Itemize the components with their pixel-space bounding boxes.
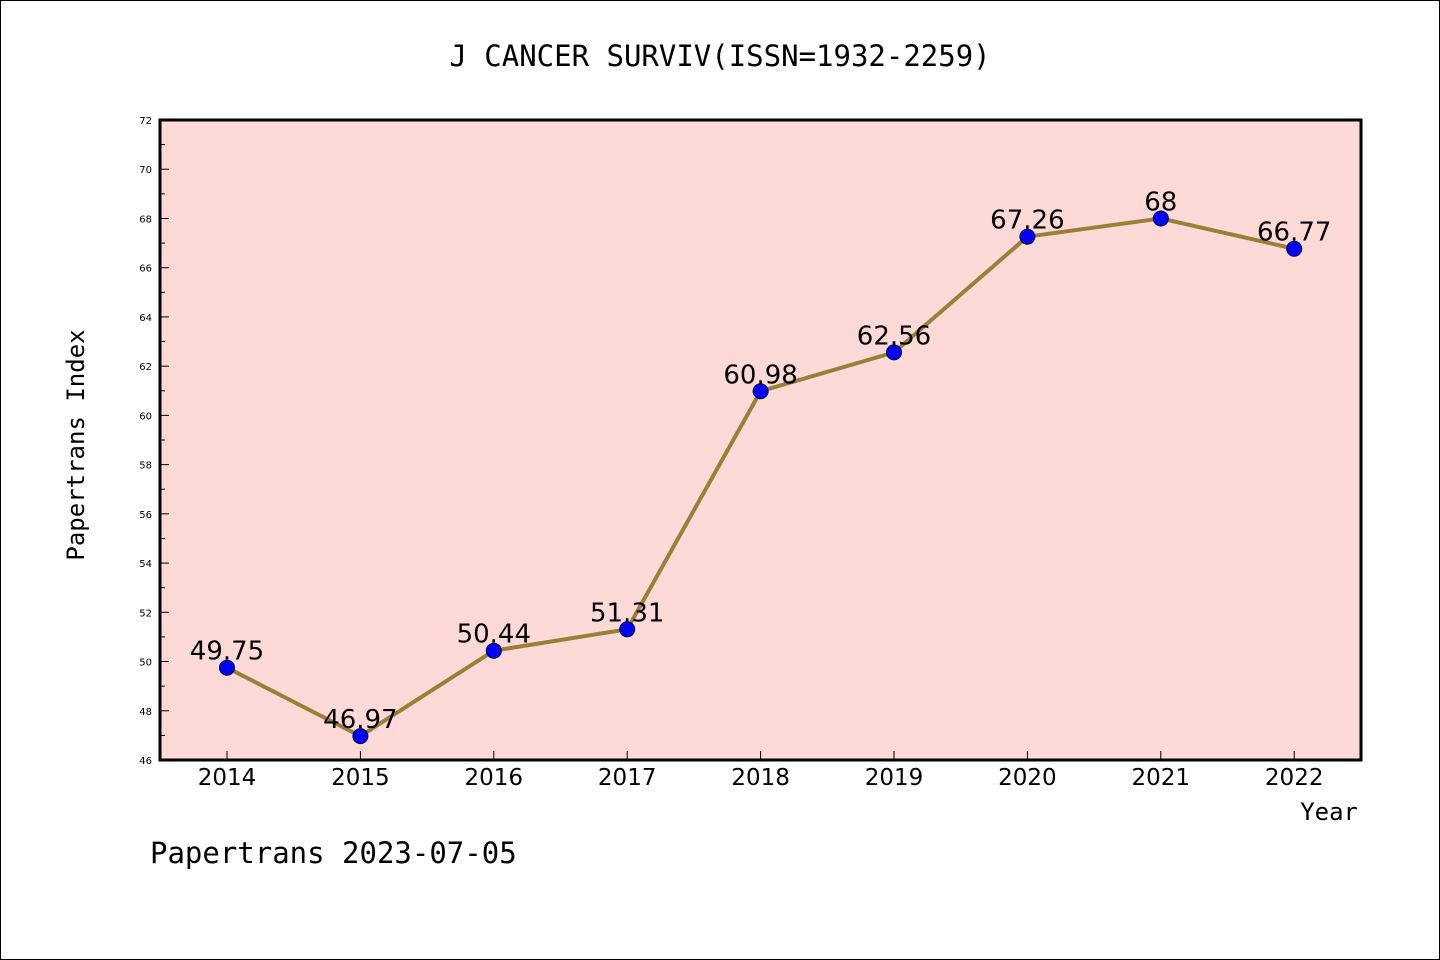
data-point: [219, 659, 235, 676]
y-tick-label: 70: [139, 165, 152, 176]
data-label: 67.26: [990, 206, 1064, 236]
y-tick-label: 52: [139, 608, 152, 619]
data-point: [352, 728, 369, 745]
data-label: 66.77: [1257, 218, 1331, 248]
data-label: 46.97: [323, 705, 397, 735]
y-tick-label: 46: [139, 756, 152, 767]
chart-title: J CANCER SURVIV(ISSN=1932-2259): [449, 39, 990, 73]
x-tick-label: 2018: [731, 765, 790, 791]
y-tick-label: 60: [139, 411, 152, 422]
x-tick-label: 2015: [331, 765, 390, 791]
data-label: 60.98: [723, 360, 797, 390]
x-axis: 2014 2015 2016 2017 2018 2019 2020 2021 2022: [198, 751, 1324, 791]
y-axis: 46 48 50 52 54 56 58 60 62 64 66 68 70 72: [139, 116, 169, 767]
y-tick-label: 50: [139, 658, 152, 669]
y-axis-label: Papertrans Index: [62, 329, 90, 560]
plot-area: [158, 118, 1363, 762]
y-tick-label: 58: [139, 461, 152, 472]
x-tick-label: 2020: [998, 765, 1057, 791]
x-axis-label: Year: [1300, 798, 1358, 826]
data-label: 62.56: [857, 321, 931, 351]
x-tick-label: 2022: [1265, 765, 1324, 791]
data-point: [886, 344, 902, 361]
data-point: [1286, 240, 1303, 257]
data-labels: 49.75 46.97 50.44 51.31 60.98 62.56 67.26 68 66.…: [190, 187, 1332, 735]
y-tick-label: 66: [139, 264, 152, 275]
data-label: 51.31: [590, 598, 664, 628]
data-label: 49.75: [190, 637, 264, 667]
data-point: [752, 383, 769, 400]
y-tick-label: 64: [139, 313, 152, 324]
y-tick-label: 68: [139, 214, 152, 225]
data-point: [1152, 210, 1169, 227]
y-tick-label: 48: [139, 707, 152, 718]
footer-stamp: Papertrans 2023-07-05: [150, 836, 517, 870]
data-markers: [219, 210, 1303, 745]
x-tick-label: 2016: [465, 765, 524, 791]
x-tick-label: 2014: [198, 765, 257, 791]
x-tick-label: 2017: [598, 765, 657, 791]
data-point: [1019, 228, 1036, 245]
y-tick-label: 56: [139, 510, 152, 521]
y-tick-label: 72: [139, 116, 152, 127]
data-point: [619, 621, 636, 638]
y-tick-label: 62: [139, 362, 152, 373]
x-tick-label: 2019: [865, 765, 924, 791]
y-tick-label: 54: [139, 559, 152, 570]
data-label: 68: [1144, 187, 1177, 217]
x-tick-label: 2021: [1132, 765, 1191, 791]
data-label: 50.44: [457, 620, 531, 650]
data-point: [485, 642, 502, 659]
